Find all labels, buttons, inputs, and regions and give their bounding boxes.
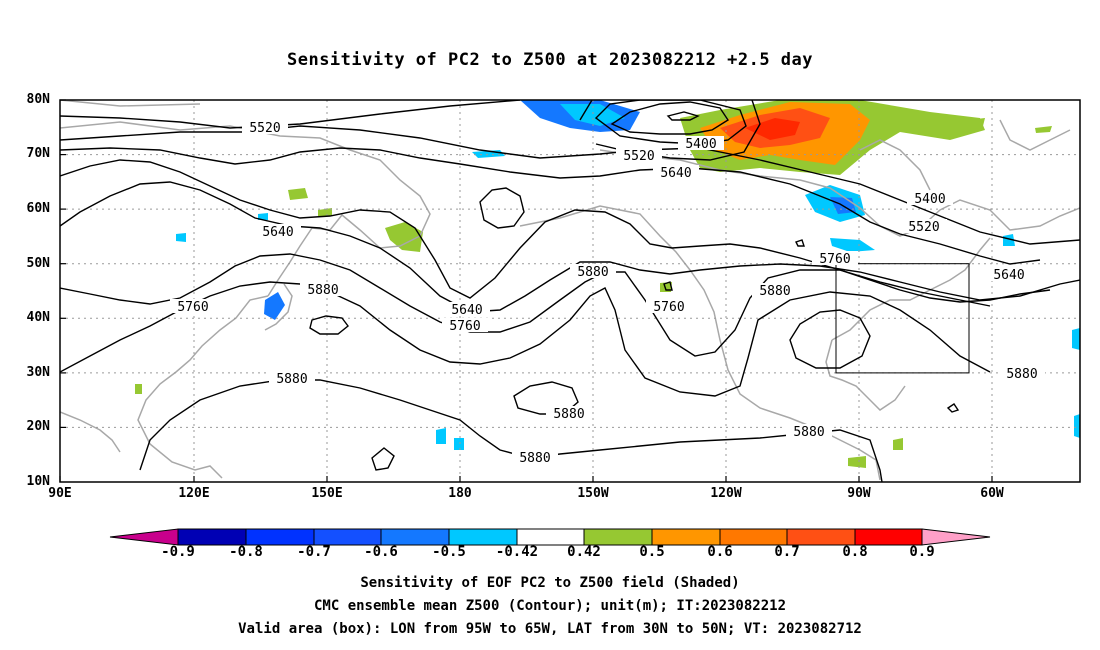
shade-positive — [135, 384, 142, 394]
contour-label: 5520 — [908, 220, 939, 235]
contour-label: 5880 — [519, 451, 550, 466]
colorbar-label: 0.7 — [774, 544, 800, 560]
colorbar-label: -0.7 — [297, 544, 331, 560]
contour-label: 5880 — [307, 283, 338, 298]
shade-negative — [436, 428, 446, 444]
shade-negative — [176, 233, 186, 242]
shade-negative — [258, 213, 268, 220]
caption-line: CMC ensemble mean Z500 (Contour); unit(m… — [313, 598, 786, 614]
lon-label: 90E — [48, 486, 72, 501]
lat-label: 60N — [26, 201, 50, 216]
shade-positive — [848, 456, 866, 468]
colorbar-label: -0.9 — [161, 544, 195, 560]
contour-label: 5760 — [819, 252, 850, 267]
colorbar-cell — [921, 528, 991, 546]
colorbar-label: 0.9 — [909, 544, 935, 560]
shade-positive — [318, 208, 332, 216]
colorbar-cell — [651, 528, 721, 546]
colorbar-label: -0.8 — [229, 544, 263, 560]
shade-negative — [560, 104, 625, 126]
coastlines — [60, 100, 1080, 481]
sensitivity-shading — [135, 100, 1080, 468]
colorbar-label: -0.42 — [495, 544, 539, 560]
lat-label: 40N — [26, 310, 50, 325]
colorbar — [109, 528, 991, 546]
graticule — [60, 100, 1080, 482]
shade-negative — [830, 238, 875, 252]
colorbar-label: 0.42 — [567, 544, 601, 560]
contour-label: 5760 — [653, 300, 684, 315]
page-title: Sensitivity of PC2 to Z500 at 2023082212… — [286, 50, 813, 70]
map-frame — [59, 99, 1081, 483]
shade-negative — [264, 292, 285, 320]
lat-label: 80N — [26, 92, 50, 107]
colorbar-cell — [583, 528, 653, 546]
lat-label: 20N — [26, 419, 50, 434]
colorbar-cell — [448, 528, 518, 546]
colorbar-cell — [719, 528, 788, 546]
shade-negative — [454, 438, 464, 450]
contour-label: 5880 — [577, 265, 608, 280]
colorbar-cell — [516, 528, 585, 546]
lat-label: 50N — [26, 256, 50, 271]
lat-label: 70N — [26, 146, 50, 161]
contour-label: 5640 — [993, 268, 1024, 283]
shade-positive — [288, 188, 308, 200]
contour-label: 5880 — [793, 425, 824, 440]
lon-label: 60W — [980, 486, 1004, 501]
shade-negative — [1074, 414, 1080, 438]
contour-label: 5760 — [449, 319, 480, 334]
colorbar-cell — [854, 528, 923, 546]
lon-label: 90W — [847, 486, 871, 501]
contour-label: 5640 — [262, 225, 293, 240]
caption-line: Valid area (box): LON from 95W to 65W, L… — [238, 621, 862, 637]
valid-area-box — [835, 263, 970, 374]
contour-label: 5640 — [660, 166, 691, 181]
lat-label: 30N — [26, 365, 50, 380]
shade-negative — [1072, 328, 1080, 350]
shade-negative — [1003, 234, 1015, 246]
colorbar-cell — [177, 528, 247, 546]
shade-positive — [745, 118, 800, 140]
colorbar-cell — [245, 528, 315, 546]
colorbar-label: 0.6 — [707, 544, 733, 560]
colorbar-cell — [786, 528, 856, 546]
shade-positive — [968, 118, 985, 130]
contour-label: 5640 — [451, 303, 482, 318]
lon-label: 150E — [311, 486, 343, 501]
colorbar-cell — [313, 528, 382, 546]
colorbar-label: -0.5 — [432, 544, 466, 560]
contour-label: 5760 — [177, 300, 208, 315]
colorbar-label: 0.5 — [639, 544, 665, 560]
contour-label: 5880 — [1006, 367, 1037, 382]
contour-label: 5880 — [759, 284, 790, 299]
caption-line: Sensitivity of EOF PC2 to Z500 field (Sh… — [360, 575, 740, 591]
lon-label: 120W — [710, 486, 742, 501]
contour-label: 5400 — [685, 137, 716, 152]
shade-positive — [385, 222, 423, 252]
contour-label: 5880 — [276, 372, 307, 387]
shade-positive — [1035, 126, 1052, 133]
lon-label: 120E — [178, 486, 210, 501]
contour-label: 5880 — [553, 407, 584, 422]
shade-positive — [893, 438, 903, 450]
contour-label: 5400 — [914, 192, 945, 207]
contour-label: 5520 — [623, 149, 654, 164]
lat-label: 10N — [26, 474, 50, 489]
colorbar-label: 0.8 — [842, 544, 868, 560]
axis-ticks — [59, 99, 993, 482]
colorbar-cell — [109, 528, 179, 546]
colorbar-label: -0.6 — [364, 544, 398, 560]
lon-label: 180 — [448, 486, 472, 501]
contour-labels: 5520 5400 5520 5640 5400 5520 5640 5760 … — [170, 120, 1045, 466]
lon-label: 150W — [577, 486, 609, 501]
colorbar-cell — [380, 528, 450, 546]
contour-label: 5520 — [249, 121, 280, 136]
